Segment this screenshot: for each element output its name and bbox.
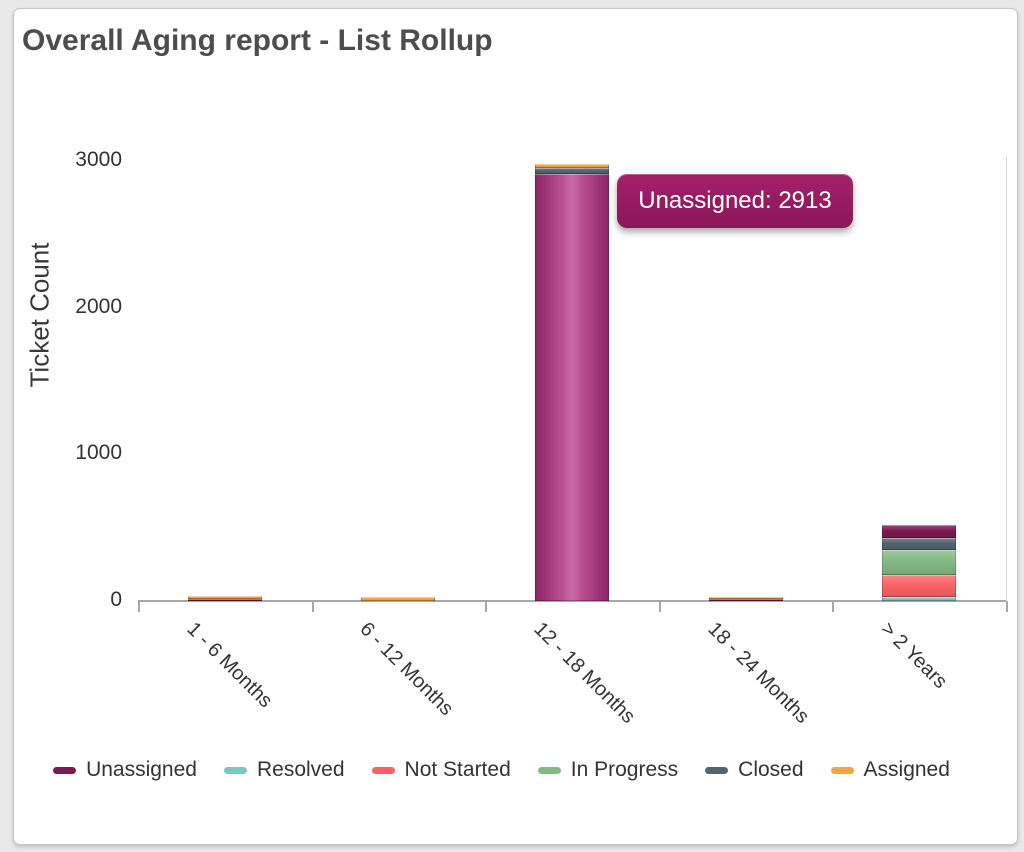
- bar-segment-in-progress[interactable]: [882, 550, 957, 576]
- legend: Unassigned Resolved Not Started In Progress…: [0, 758, 1003, 782]
- x-tick-mark: [138, 601, 140, 612]
- plot-right-border: [1006, 156, 1007, 602]
- y-tick-label-0: 0: [110, 588, 122, 611]
- legend-item-assigned[interactable]: Assigned: [830, 758, 950, 782]
- bar-segment-closed[interactable]: [882, 538, 957, 551]
- y-tick-label-2000: 2000: [75, 294, 122, 318]
- bar--2-years[interactable]: [882, 0, 957, 601]
- y-tick-label-1000: 1000: [75, 441, 122, 465]
- legend-swatch-icon: [53, 766, 77, 774]
- legend-item-not-started[interactable]: Not Started: [371, 758, 511, 782]
- bar-6-12-months[interactable]: [361, 0, 436, 601]
- bar-segment-assigned[interactable]: [708, 596, 783, 600]
- bar-segment-closed[interactable]: [535, 167, 609, 174]
- legend-label: In Progress: [570, 758, 679, 781]
- legend-label: Unassigned: [86, 758, 197, 781]
- legend-item-closed[interactable]: Closed: [705, 758, 804, 782]
- legend-label: Closed: [738, 758, 804, 781]
- y-tick-label-3000: 3000: [75, 148, 122, 171]
- y-axis-title: Ticket Count: [25, 243, 56, 388]
- bar-12-18-months[interactable]: [535, 0, 609, 601]
- legend-swatch-icon: [705, 766, 729, 774]
- bar-18-24-months[interactable]: [708, 0, 783, 601]
- legend-swatch-icon: [537, 766, 561, 774]
- bar-segment-unassigned[interactable]: [708, 599, 783, 601]
- bar-segment-assigned[interactable]: [361, 597, 436, 601]
- bar-segment-unassigned[interactable]: [187, 598, 262, 601]
- x-tick-mark: [832, 601, 835, 612]
- legend-label: Resolved: [256, 758, 345, 781]
- report-card: [13, 8, 1018, 845]
- legend-label: Assigned: [863, 758, 950, 781]
- legend-swatch-icon: [223, 766, 247, 774]
- legend-item-resolved[interactable]: Resolved: [223, 758, 345, 782]
- bar-segment-not-started[interactable]: [882, 575, 957, 598]
- bar-segment-resolved[interactable]: [882, 597, 957, 601]
- tooltip-text: Unassigned: 2913: [638, 187, 832, 214]
- legend-label: Not Started: [404, 758, 511, 781]
- legend-item-in-progress[interactable]: In Progress: [537, 758, 679, 782]
- bar-segment-unassigned[interactable]: [882, 525, 957, 539]
- bar-1-6-months[interactable]: [187, 0, 262, 601]
- legend-swatch-icon: [371, 766, 395, 774]
- legend-swatch-icon: [830, 766, 854, 774]
- bar-segment-assigned[interactable]: [187, 595, 262, 599]
- tooltip: Unassigned: 2913: [617, 174, 853, 228]
- chart-title: Overall Aging report - List Rollup: [22, 24, 493, 57]
- legend-item-unassigned[interactable]: Unassigned: [53, 758, 197, 782]
- bar-segment-assigned[interactable]: [535, 163, 609, 168]
- x-axis-line: [138, 600, 1007, 602]
- x-tick-mark: [1006, 601, 1008, 612]
- bar-segment-unassigned[interactable]: [535, 173, 609, 601]
- x-tick-mark: [658, 601, 661, 612]
- x-tick-mark: [311, 601, 314, 612]
- x-tick-mark: [485, 601, 488, 612]
